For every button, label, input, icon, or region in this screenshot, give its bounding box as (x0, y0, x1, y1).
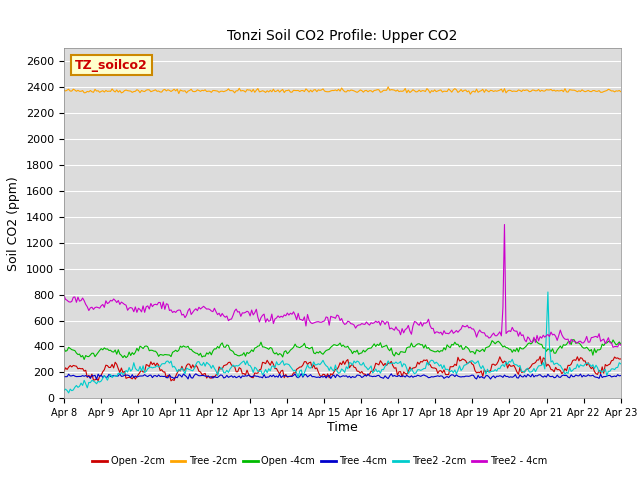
Y-axis label: Soil CO2 (ppm): Soil CO2 (ppm) (8, 176, 20, 271)
Text: TZ_soilco2: TZ_soilco2 (75, 59, 148, 72)
Title: Tonzi Soil CO2 Profile: Upper CO2: Tonzi Soil CO2 Profile: Upper CO2 (227, 29, 458, 43)
Legend: Open -2cm, Tree -2cm, Open -4cm, Tree -4cm, Tree2 -2cm, Tree2 - 4cm: Open -2cm, Tree -2cm, Open -4cm, Tree -4… (88, 453, 552, 470)
X-axis label: Time: Time (327, 421, 358, 434)
